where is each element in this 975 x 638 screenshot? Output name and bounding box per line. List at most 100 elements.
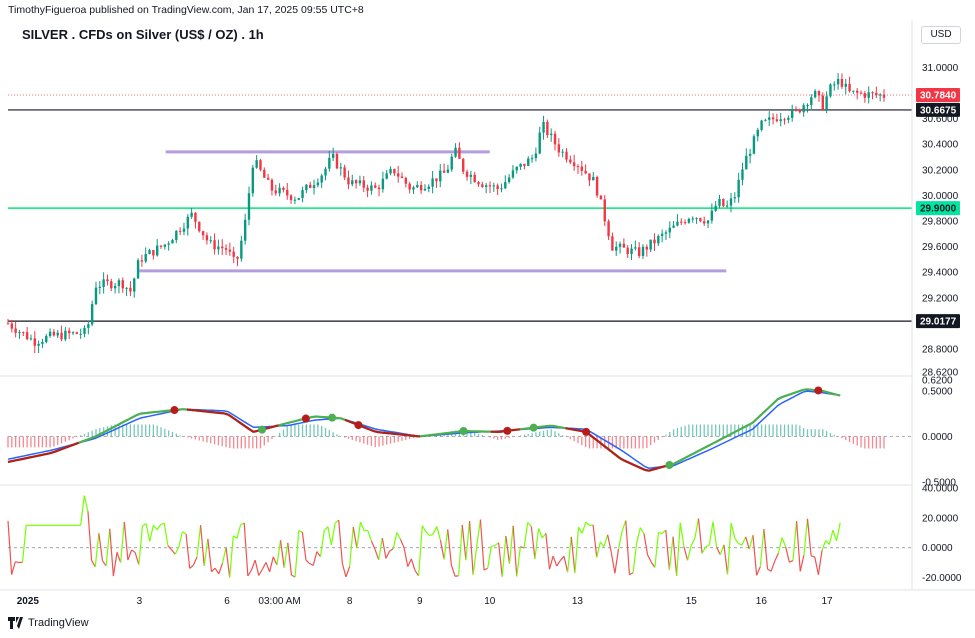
oscillator-tick-label: 40.0000 (922, 484, 959, 495)
oscillator-line-segment (291, 574, 296, 578)
oscillator-line-segment (705, 544, 710, 548)
candle-body (45, 336, 48, 343)
candle-body (190, 212, 193, 217)
oscillator-pane[interactable] (7, 495, 912, 578)
candle-body (282, 187, 285, 190)
oscillator-line-segment (447, 529, 452, 565)
momentum-pane[interactable] (0, 386, 912, 486)
candle-body (175, 230, 178, 241)
candle-body (167, 243, 170, 245)
fast-line-bearish (274, 424, 279, 428)
candle-body (221, 246, 224, 249)
candle-body (875, 92, 878, 95)
candle-body (110, 281, 113, 289)
oscillator-line-segment (374, 549, 380, 561)
oscillator-line-segment (596, 541, 601, 558)
candle-body (289, 195, 293, 201)
oscillator-line-segment (512, 525, 518, 577)
time-axis[interactable]: 2025 3 6 03:00 AM 8 9 10 13 15 16 17 (0, 589, 975, 607)
oscillator-line-segment (378, 537, 383, 560)
oscillator-line-segment (392, 532, 398, 549)
candle-body (733, 197, 737, 199)
oscillator-line-segment (792, 521, 798, 561)
candle-body (859, 92, 863, 94)
candle-body (198, 221, 201, 232)
oscillator-line-segment (545, 533, 551, 570)
momentum-tick-label: -0.5000 (922, 478, 956, 489)
oscillator-line-segment (581, 521, 587, 534)
oscillator-line-segment (174, 546, 180, 555)
candle-body (760, 120, 763, 130)
oscillator-line-segment (763, 528, 769, 570)
price-label-box (916, 201, 960, 216)
currency-selector[interactable]: USD (921, 26, 961, 44)
momentum-tick-label: 0.0000 (922, 432, 953, 443)
candle-body (783, 119, 786, 121)
oscillator-line-segment (799, 555, 805, 572)
candle-body (546, 121, 549, 136)
fast-line-bearish (656, 466, 662, 470)
oscillator-line-segment (214, 567, 220, 575)
candle-body (752, 136, 756, 154)
oscillator-line-segment (283, 542, 289, 568)
fast-line-bearish (253, 429, 258, 433)
oscillator-line-segment (632, 542, 638, 573)
candle-body (270, 179, 274, 191)
candle-body (588, 173, 591, 181)
candle-body (362, 180, 365, 188)
candle-body (358, 180, 362, 184)
oscillator-line-segment (752, 535, 758, 576)
candle-body (347, 177, 350, 185)
oscillator-line-segment (461, 524, 467, 561)
oscillator-line-segment (803, 518, 809, 556)
candle-body (339, 167, 343, 169)
price-tick-label: 30.6000 (922, 114, 959, 125)
candle-body (33, 338, 36, 346)
price-axis[interactable]: 31.000030.800030.600030.400030.200030.00… (911, 20, 962, 590)
oscillator-line-segment (105, 528, 111, 567)
oscillator-line-segment (585, 521, 590, 526)
oscillator-line-segment (367, 530, 372, 542)
candle-body (129, 287, 132, 292)
price-pane[interactable] (0, 72, 912, 377)
candle-body (121, 280, 124, 289)
oscillator-line-segment (759, 528, 765, 567)
candle-body (802, 105, 805, 113)
candle-body (278, 187, 281, 194)
candle-body (266, 177, 270, 180)
candle-body (431, 178, 434, 187)
candle-body (871, 92, 874, 94)
fast-line-bearish (602, 444, 608, 450)
oscillator-line-segment (458, 524, 463, 576)
candle-body (68, 330, 71, 334)
fast-line-bearish (652, 467, 658, 471)
oscillator-line-segment (523, 522, 529, 549)
candle-body (507, 177, 511, 182)
momentum-tick-label: 0.6200 (922, 376, 953, 387)
fast-line-bearish (361, 425, 367, 430)
oscillator-line-segment (821, 540, 827, 551)
oscillator-line-segment (665, 530, 670, 570)
brand-name: TradingView (28, 617, 89, 629)
price-tick-label: 30.4000 (922, 140, 959, 151)
brand-footer[interactable]: TradingView (8, 617, 89, 629)
oscillator-line-segment (686, 545, 692, 561)
candle-body (465, 171, 469, 177)
candle-body (492, 185, 496, 187)
candle-body (580, 166, 583, 171)
oscillator-line-segment (341, 563, 347, 578)
oscillator-line-segment (83, 495, 89, 512)
fast-line-bearish (619, 457, 625, 462)
oscillator-line-segment (127, 549, 133, 561)
candle-body (209, 240, 212, 242)
fast-line-bearish (265, 426, 271, 430)
candle-body (653, 239, 656, 244)
candle-body (205, 235, 209, 241)
candle-body (699, 218, 702, 222)
candle-body (745, 155, 748, 170)
bearish-cross-dot (170, 406, 179, 415)
candle-body (542, 121, 545, 133)
candle-body (557, 144, 561, 153)
oscillator-line-segment (123, 521, 129, 561)
